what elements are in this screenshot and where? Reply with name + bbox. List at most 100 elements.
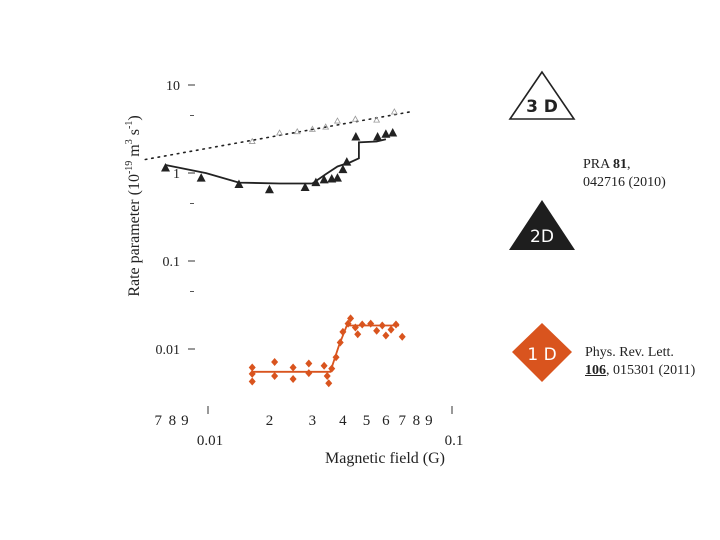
x-tick-label: 2 (266, 413, 274, 429)
y-axis-label-part: Rate parameter (10 (126, 174, 143, 297)
point-3d-measured (196, 173, 206, 182)
point-1d (354, 330, 362, 339)
point-3d-measured (161, 163, 171, 172)
pra-journal: PRA (583, 157, 613, 172)
y-tick-label: 0.1 (163, 255, 181, 270)
y-axis-label-part: ) (126, 115, 143, 120)
y-axis-label-part: 3 (124, 139, 135, 144)
x-tick-label: 8 (413, 413, 421, 429)
badge-1d-label: 1 D (527, 345, 556, 365)
point-3d-measured (373, 132, 383, 141)
y-axis: 10 1 0.1 0.01 (156, 79, 195, 358)
point-3d-measured (338, 164, 348, 174)
point-3d-light (322, 123, 330, 130)
point-1d (373, 326, 381, 335)
point-3d-measured (264, 184, 274, 194)
point-1d (289, 375, 297, 384)
prl-pages: , 015301 (2011) (606, 363, 696, 378)
point-1d (392, 320, 400, 329)
badge-3d: 3 D (508, 70, 576, 120)
point-1d (398, 332, 406, 341)
point-1d (367, 319, 375, 328)
point-3d-measured (311, 177, 321, 187)
badge-1d: 1 D (512, 323, 572, 382)
point-3d-measured (300, 182, 310, 192)
point-1d (248, 377, 256, 386)
point-1d (325, 379, 333, 388)
y-axis-label-part: s (126, 129, 143, 139)
x-axis: 7 8 9 2 3 4 5 6 7 8 90.01 0.1 (154, 406, 463, 449)
point-1d (289, 363, 297, 372)
point-3d-light (248, 137, 256, 144)
point-3d-measured (342, 157, 352, 166)
y-tick-label: 0.01 (156, 343, 181, 358)
x-tick-label: 7 (398, 413, 406, 429)
point-1d (347, 314, 355, 323)
prl-volume: 106 (585, 363, 606, 378)
prl-journal: Phys. Rev. Lett. (585, 345, 674, 360)
point-1d (387, 325, 395, 334)
point-1d (323, 371, 331, 380)
point-3d-measured (351, 132, 361, 141)
badge-1d-diamond (512, 323, 572, 382)
point-3d-light (373, 116, 381, 123)
y-tick-label: 10 (166, 79, 180, 94)
y-tick-label: 1 (173, 167, 180, 182)
point-3d-light (293, 127, 301, 135)
pra-volume: 81 (612, 157, 627, 172)
x-tick-label: 7 (154, 413, 162, 429)
point-1d (271, 371, 279, 380)
badge-3d-triangle (508, 70, 576, 120)
pra-comma: , (626, 157, 631, 172)
point-3d-measured (381, 129, 391, 138)
point-1d (305, 359, 313, 368)
x-decade-label: 0.01 (197, 433, 223, 449)
x-tick-label: 9 (425, 413, 433, 429)
point-1d (320, 361, 328, 370)
point-1d (328, 364, 336, 373)
y-axis-label: Rate parameter (10-19 m3 s-1) (124, 115, 143, 296)
point-3d-light (390, 108, 398, 115)
badge-2d-triangle (509, 200, 575, 250)
plot-lines (144, 111, 411, 373)
line-3d-theory-solid (165, 138, 387, 185)
point-1d (271, 357, 279, 366)
badge-2d: 2D (509, 200, 575, 250)
point-1d (378, 321, 386, 330)
point-3d-light (308, 125, 316, 132)
point-1d (358, 320, 366, 329)
point-3d-measured (388, 128, 398, 137)
reference-prl: Phys. Rev. Lett. 106, 015301 (2011) (585, 344, 695, 380)
point-1d (248, 363, 256, 372)
point-1d (382, 331, 390, 340)
plot-points (161, 108, 406, 388)
point-3d-light (351, 115, 359, 122)
y-axis-label-part: -19 (124, 161, 135, 174)
pra-pages: 042716 (2010) (583, 175, 666, 190)
point-1d (305, 369, 313, 378)
y-axis-label-part: m (126, 144, 143, 161)
point-1d (344, 319, 352, 328)
point-3d-light (276, 129, 284, 136)
x-tick-label: 3 (309, 413, 317, 429)
point-1d (332, 353, 340, 362)
x-tick-label: 5 (363, 413, 371, 429)
point-1d (351, 323, 359, 332)
x-tick-label: 9 (181, 413, 189, 429)
point-3d-measured (319, 174, 329, 184)
point-3d-measured (234, 179, 244, 188)
point-1d (336, 338, 344, 347)
y-axis-label-text: Rate parameter (10-19 m3 s-1) (124, 115, 143, 296)
badge-2d-label: 2D (530, 227, 554, 247)
x-tick-label: 4 (339, 413, 347, 429)
x-tick-label: 6 (382, 413, 390, 429)
x-axis-label: Magnetic field (G) (325, 450, 445, 467)
point-3d-light (333, 117, 341, 124)
line-3d-dotted-trend (144, 111, 411, 161)
point-1d (248, 369, 256, 378)
point-3d-measured (332, 173, 342, 182)
x-decade-label: 0.1 (445, 433, 464, 449)
point-1d (339, 327, 347, 336)
reference-pra: PRA 81, 042716 (2010) (583, 156, 666, 192)
